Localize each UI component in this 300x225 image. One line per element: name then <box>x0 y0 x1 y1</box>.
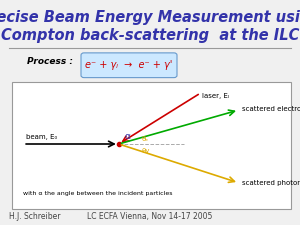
Text: scattered photon, Eγ: scattered photon, Eγ <box>242 180 300 186</box>
Text: Process :: Process : <box>27 57 73 66</box>
Text: laser, Eₗ: laser, Eₗ <box>202 93 229 99</box>
Text: beam, E₀: beam, E₀ <box>26 134 57 140</box>
Text: θγ: θγ <box>142 148 150 154</box>
Text: Precise Beam Energy Measurement using: Precise Beam Energy Measurement using <box>0 10 300 25</box>
Text: scattered electron, Eₑ: scattered electron, Eₑ <box>242 106 300 112</box>
Text: with α the angle between the incident particles: with α the angle between the incident pa… <box>23 191 173 196</box>
Text: e⁻ + γₗ  →  e⁻ + γ': e⁻ + γₗ → e⁻ + γ' <box>85 60 173 70</box>
FancyBboxPatch shape <box>12 82 291 209</box>
Text: H.J. Schreiber: H.J. Schreiber <box>9 212 61 221</box>
Text: Compton back-scattering  at the ILC: Compton back-scattering at the ILC <box>1 28 299 43</box>
FancyBboxPatch shape <box>81 53 177 78</box>
Text: α: α <box>125 132 131 141</box>
Text: θₑ: θₑ <box>142 136 149 142</box>
Text: LC ECFA Vienna, Nov 14-17 2005: LC ECFA Vienna, Nov 14-17 2005 <box>87 212 213 221</box>
